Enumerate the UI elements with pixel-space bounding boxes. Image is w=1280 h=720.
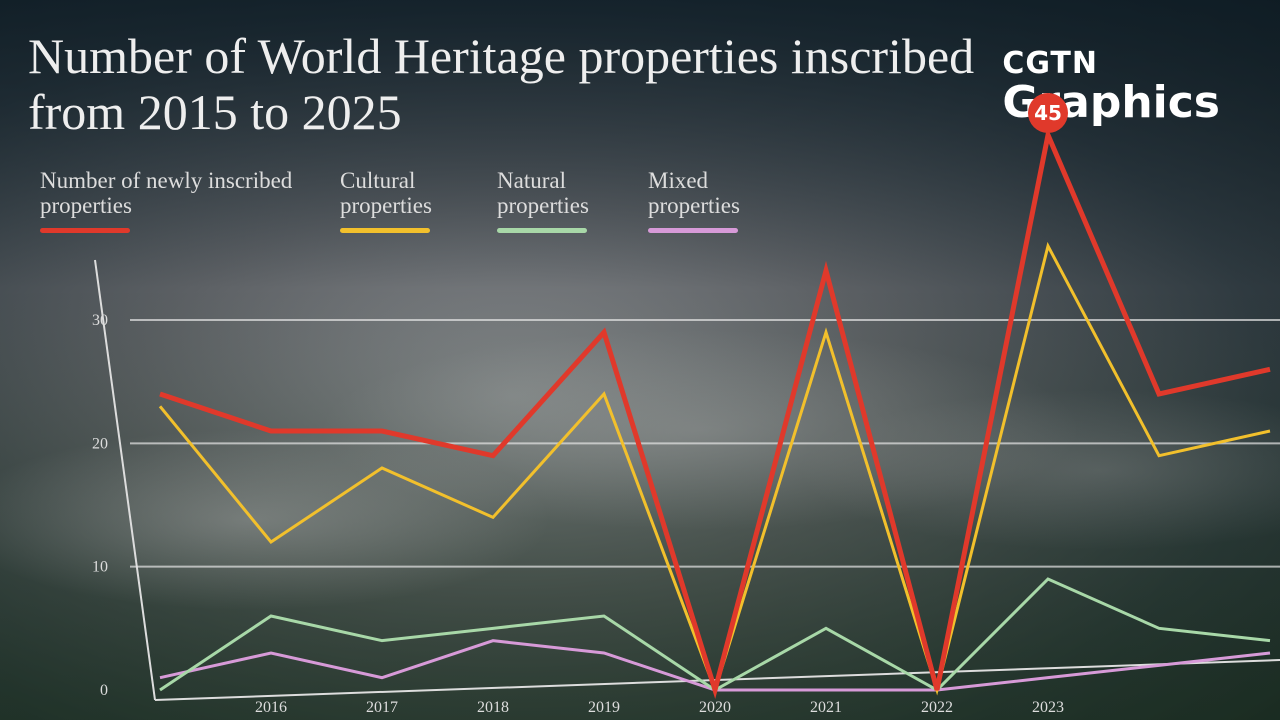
legend-label: Cultural properties: [340, 168, 432, 218]
y-tick-label: 30: [92, 312, 108, 329]
y-tick-label: 20: [92, 435, 108, 452]
chart-title: Number of World Heritage properties insc…: [28, 28, 975, 140]
x-tick-label: 2016: [255, 699, 287, 716]
legend-swatch: [340, 228, 430, 233]
y-tick-label: 10: [92, 559, 108, 576]
x-tick-label: 2019: [588, 699, 620, 716]
value-badge: [1028, 93, 1068, 133]
logo-line: CGTN: [1002, 46, 1098, 81]
y-tick-label: 0: [100, 682, 108, 699]
y-axis: [94, 259, 156, 701]
legend-item: Mixed properties: [648, 168, 778, 233]
legend-item: Natural properties: [497, 168, 627, 233]
series-line: [158, 241, 1271, 696]
x-tick-label: 2020: [699, 699, 731, 716]
legend-item: Number of newly inscribed properties: [40, 168, 310, 233]
series-line: [159, 577, 1271, 692]
legend-swatch: [648, 228, 738, 233]
x-tick-label: 2017: [366, 699, 398, 716]
x-tick-label: 2023: [1032, 699, 1064, 716]
legend-label: Number of newly inscribed properties: [40, 168, 293, 218]
x-tick-label: 2018: [477, 699, 509, 716]
legend-item: Cultural properties: [340, 168, 470, 233]
legend-swatch: [40, 228, 130, 233]
value-label: 45: [1034, 101, 1062, 125]
legend-label: Mixed properties: [648, 168, 740, 218]
x-tick-label: 2022: [921, 699, 953, 716]
legend-swatch: [497, 228, 587, 233]
series-line: [159, 126, 1271, 700]
x-tick-label: 2021: [810, 699, 842, 716]
legend-label: Natural properties: [497, 168, 589, 218]
